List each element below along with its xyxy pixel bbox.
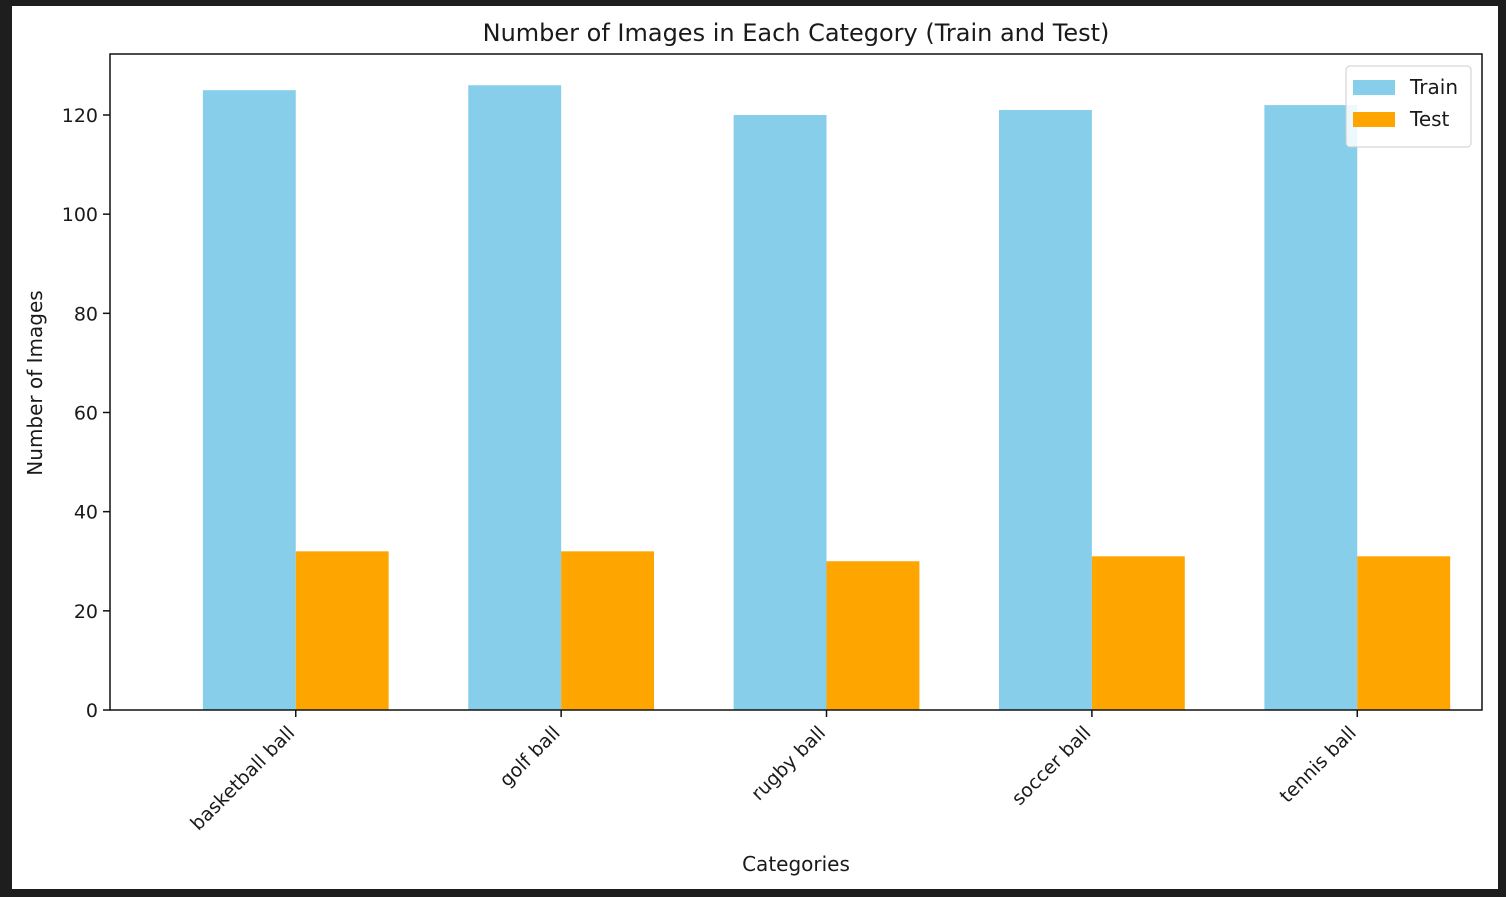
- y-tick-label: 20: [74, 601, 98, 623]
- x-tick-label: tennis ball: [1275, 722, 1360, 807]
- y-tick-label: 60: [74, 402, 98, 424]
- legend-label-train: Train: [1409, 75, 1458, 99]
- x-tick-label: soccer ball: [1008, 722, 1096, 810]
- bar-train-1: [202, 90, 296, 710]
- y-tick-label: 120: [62, 105, 98, 127]
- legend-label-test: Test: [1409, 107, 1450, 131]
- bar-test-1: [295, 551, 389, 710]
- y-tick-label: 0: [86, 700, 98, 722]
- legend-swatch-test: [1353, 112, 1395, 127]
- x-tick-label: rugby ball: [747, 722, 830, 805]
- bar-test-3: [826, 561, 920, 710]
- bar-test-4: [1091, 556, 1185, 710]
- plot-area: 0 20 40 60 80 100 120 basketball ball golf ball r…: [62, 53, 1483, 835]
- legend: Train Test: [1345, 65, 1472, 148]
- bar-test-2: [561, 551, 655, 710]
- y-tick-label: 100: [62, 204, 98, 226]
- bar-chart: Number of Images in Each Category (Train…: [23, 19, 1483, 876]
- x-tick-label: basketball ball: [186, 722, 299, 835]
- y-tick-label: 40: [74, 502, 98, 524]
- bar-train-5: [1264, 105, 1358, 711]
- bar-train-2: [468, 85, 562, 710]
- y-tick-label: 80: [74, 303, 98, 325]
- bar-test-5: [1357, 556, 1451, 710]
- chart-title: Number of Images in Each Category (Train…: [483, 19, 1110, 47]
- bar-train-4: [999, 110, 1092, 711]
- y-axis-label: Number of Images: [23, 290, 47, 475]
- bar-train-3: [733, 114, 827, 711]
- legend-swatch-train: [1353, 80, 1395, 95]
- x-tick-label: golf ball: [495, 722, 564, 791]
- x-axis-label: Categories: [742, 852, 850, 876]
- chart-figure: Number of Images in Each Category (Train…: [12, 6, 1498, 889]
- plot-frame: [109, 53, 1483, 711]
